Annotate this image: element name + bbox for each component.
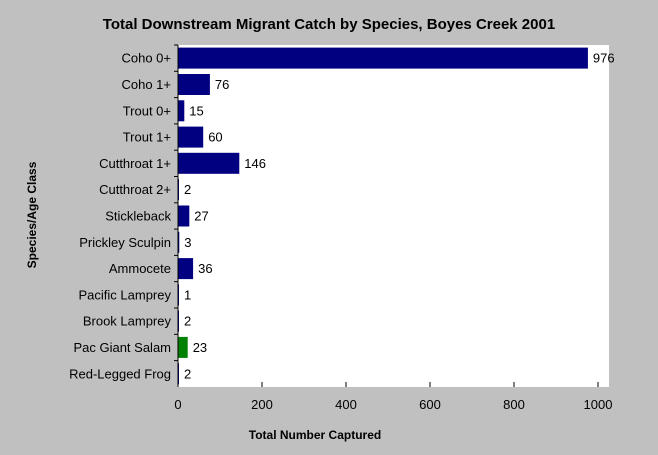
x-axis: 0 200 400 600 800 1000 xyxy=(174,382,612,412)
bar-coho-1 xyxy=(178,74,210,95)
category-label: Stickleback xyxy=(105,209,171,224)
category-label: Ammocete xyxy=(109,261,171,276)
value-label: 23 xyxy=(193,340,207,355)
value-label: 146 xyxy=(244,156,266,171)
bar-trout-1 xyxy=(178,126,204,148)
x-tick-label: 200 xyxy=(251,397,273,412)
bar-trout-0 xyxy=(178,100,185,122)
x-axis-title: Total Number Captured xyxy=(249,428,381,442)
category-label: Coho 1+ xyxy=(121,77,171,92)
value-label: 3 xyxy=(184,235,191,250)
value-label: 2 xyxy=(184,366,191,381)
chart-title: Total Downstream Migrant Catch by Specie… xyxy=(103,16,555,33)
value-label: 1 xyxy=(184,287,191,302)
bar-cutthroat-1 xyxy=(178,152,240,174)
plot-area xyxy=(178,45,609,387)
bar-coho-0 xyxy=(178,47,588,69)
bar-ammocete xyxy=(178,258,194,280)
x-tick-label: 600 xyxy=(419,397,441,412)
value-label: 15 xyxy=(189,103,203,118)
category-labels-group: Coho 0+ Coho 1+ Trout 0+ Trout 1+ Cutthroat … xyxy=(69,51,171,382)
value-label: 976 xyxy=(593,51,615,66)
category-label: Brook Lamprey xyxy=(83,314,172,329)
category-label: Trout 0+ xyxy=(123,103,171,118)
category-label: Pacific Lamprey xyxy=(79,287,172,302)
bar-stickleback xyxy=(178,205,190,227)
category-label: Cutthroat 2+ xyxy=(99,182,171,197)
x-tick-label: 0 xyxy=(174,397,181,412)
x-tick-label: 400 xyxy=(335,397,357,412)
y-axis xyxy=(174,44,179,387)
value-label: 76 xyxy=(215,77,229,92)
bar-prickley-sculpin xyxy=(178,231,180,253)
value-label: 60 xyxy=(208,130,222,145)
x-tick-label: 800 xyxy=(503,397,525,412)
category-label: Red-Legged Frog xyxy=(69,366,171,381)
category-label: Coho 0+ xyxy=(121,51,171,66)
category-label: Prickley Sculpin xyxy=(79,235,171,250)
bars-group xyxy=(178,47,588,385)
value-label: 2 xyxy=(184,314,191,329)
value-label: 2 xyxy=(184,182,191,197)
category-label: Trout 1+ xyxy=(123,130,171,145)
value-label: 27 xyxy=(194,209,208,224)
bar-pac-giant-salam xyxy=(178,336,188,358)
category-label: Pac Giant Salam xyxy=(73,340,171,355)
value-label: 36 xyxy=(198,261,212,276)
category-label: Cutthroat 1+ xyxy=(99,156,171,171)
y-axis-title: Species/Age Class xyxy=(25,161,39,268)
x-tick-label: 1000 xyxy=(584,397,613,412)
